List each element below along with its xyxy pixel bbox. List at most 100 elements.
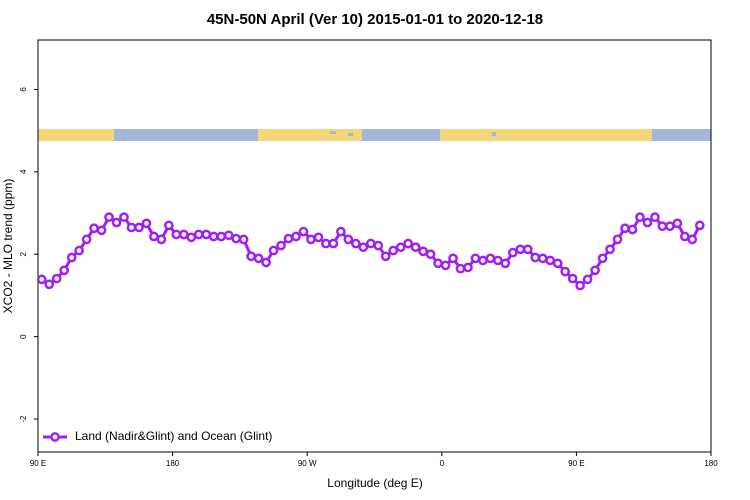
- data-point: [36, 274, 47, 285]
- data-point: [575, 280, 585, 291]
- data-point: [231, 233, 242, 244]
- data-point: [186, 232, 197, 243]
- data-point: [268, 245, 279, 256]
- data-point: [440, 260, 451, 271]
- data-point: [350, 238, 361, 249]
- data-point: [291, 231, 301, 242]
- data-point: [642, 217, 653, 228]
- data-point: [193, 229, 204, 240]
- data-point: [650, 212, 660, 223]
- data-point: [410, 242, 421, 253]
- data-point: [597, 253, 608, 264]
- data-point: [478, 255, 488, 266]
- x-tick-label: 90 E: [30, 459, 46, 468]
- data-point: [328, 238, 339, 249]
- data-point: [463, 262, 473, 273]
- plot-frame: [37, 39, 712, 453]
- data-point: [620, 223, 630, 234]
- data-point: [253, 253, 264, 264]
- data-point: [81, 234, 92, 245]
- x-tick-label: 180: [166, 459, 180, 468]
- data-point: [470, 253, 481, 264]
- data-point: [298, 226, 309, 237]
- data-point: [111, 217, 122, 228]
- x-tick-label: 90 E: [568, 459, 584, 468]
- data-point: [343, 234, 354, 245]
- data-point: [66, 252, 77, 263]
- data-point: [313, 232, 324, 243]
- data-point: [545, 255, 556, 266]
- y-tick-label: 0: [19, 334, 28, 339]
- x-tick-label: 0: [440, 459, 445, 468]
- data-point: [530, 252, 541, 263]
- data-point: [694, 220, 705, 231]
- data-point: [493, 255, 503, 266]
- lake: [330, 131, 336, 134]
- data-point: [126, 222, 137, 233]
- data-point: [448, 253, 458, 264]
- data-point: [141, 218, 152, 229]
- data-point: [134, 222, 144, 233]
- x-axis-label: Longitude (deg E): [327, 476, 422, 490]
- data-point: [238, 234, 249, 245]
- lake: [348, 133, 353, 136]
- data-point: [164, 220, 174, 231]
- data-point: [358, 242, 369, 253]
- data-point: [665, 221, 675, 232]
- data-point: [104, 212, 114, 223]
- data-point: [223, 230, 234, 241]
- data-point: [567, 273, 578, 284]
- data-point: [612, 234, 623, 245]
- data-point: [171, 229, 182, 240]
- data-point: [395, 242, 406, 253]
- data-point: [560, 266, 571, 277]
- data-point: [216, 231, 227, 242]
- data-point: [321, 238, 331, 249]
- data-point: [590, 265, 600, 276]
- y-tick-label: 4: [19, 169, 28, 174]
- map-strip: [38, 129, 711, 141]
- data-point: [627, 224, 638, 235]
- data-point: [201, 229, 212, 240]
- y-tick-label: -2: [19, 415, 28, 423]
- legend-label: Land (Nadir&Glint) and Ocean (Glint): [75, 429, 272, 443]
- data-point: [672, 218, 683, 229]
- data-point: [679, 231, 690, 242]
- data-point: [306, 234, 316, 245]
- land-band: [258, 129, 362, 141]
- data-point: [261, 257, 271, 268]
- data-point: [59, 265, 70, 276]
- data-point: [96, 225, 107, 236]
- data-point: [380, 251, 391, 262]
- data-point: [208, 231, 219, 242]
- land-band: [440, 129, 652, 141]
- data-point: [178, 229, 189, 240]
- legend-marker: [50, 432, 60, 442]
- data-point: [418, 246, 428, 257]
- data-point: [657, 221, 668, 232]
- y-tick-label: 2: [19, 251, 28, 256]
- data-point: [635, 212, 645, 223]
- data-point: [365, 238, 376, 249]
- data-point: [388, 245, 399, 256]
- x-tick-label: 180: [704, 459, 718, 468]
- data-point: [433, 258, 443, 269]
- data-point: [687, 234, 698, 245]
- lake: [492, 132, 496, 136]
- data-point: [89, 223, 99, 234]
- data-point: [336, 226, 346, 237]
- data-point: [74, 245, 84, 256]
- y-axis-label: XCO2 - MLO trend (ppm): [1, 179, 15, 314]
- data-point: [455, 263, 466, 274]
- data-point: [283, 233, 294, 244]
- data-point: [582, 274, 593, 285]
- data-point: [605, 244, 615, 255]
- x-tick-label: 90 W: [298, 459, 317, 468]
- data-point: [507, 247, 518, 258]
- data-point: [403, 238, 413, 249]
- data-point: [156, 234, 167, 245]
- data-point: [537, 253, 548, 264]
- chart-title: 45N-50N April (Ver 10) 2015-01-01 to 202…: [207, 11, 543, 28]
- data-point: [149, 231, 159, 242]
